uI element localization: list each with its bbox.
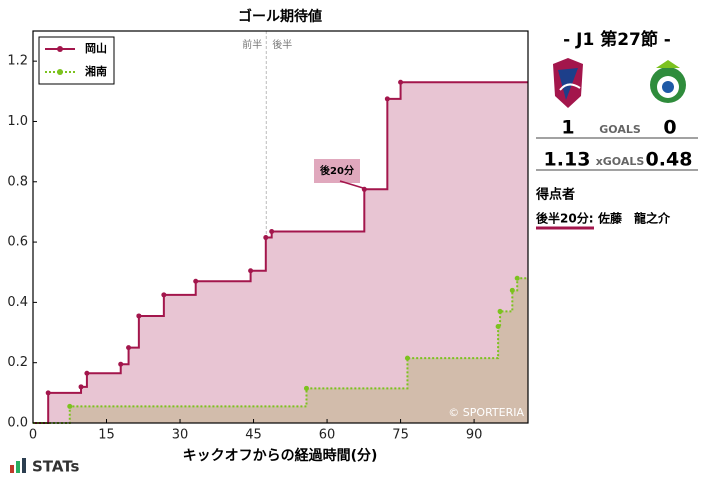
legend-label: 湘南 — [85, 64, 107, 78]
point — [404, 355, 410, 361]
x-tick-label: 75 — [392, 428, 409, 443]
point — [161, 292, 167, 298]
legend-marker — [57, 69, 63, 75]
x-axis-label: キックオフからの経過時間(分) — [183, 447, 378, 464]
annotation: 後20分 — [320, 164, 354, 177]
y-tick-label: 0.6 — [7, 235, 28, 250]
y-tick-label: 0.8 — [7, 174, 28, 189]
point — [118, 361, 124, 367]
legend-box — [38, 36, 115, 85]
point — [84, 370, 90, 376]
point — [495, 324, 501, 330]
area — [33, 278, 528, 423]
x-tick-label: 90 — [466, 428, 483, 443]
plot-frame — [32, 30, 529, 424]
half-label: 前半 — [242, 38, 262, 51]
scorer-name: 佐藤 龍之介 — [597, 211, 671, 226]
away-xg: 0.48 — [646, 149, 693, 171]
area — [33, 82, 528, 423]
xg-label: xGOALS — [596, 155, 645, 168]
y-tick-label: 0.2 — [7, 355, 28, 370]
areas — [33, 82, 528, 423]
point — [45, 390, 51, 396]
step-line — [33, 277, 528, 424]
scorer-time: 後半20分: — [536, 211, 594, 226]
scorers-title: 得点者 — [535, 187, 575, 203]
x-tick-label: 30 — [172, 428, 189, 443]
point — [136, 313, 142, 319]
side-panel: - J1 第27節 - 1 GOALS 0 1.13 xGOALS 0.48 得… — [535, 29, 698, 230]
point — [361, 186, 367, 192]
point — [248, 268, 254, 274]
point — [303, 385, 309, 391]
home-logo — [553, 58, 583, 108]
home-goals: 1 — [561, 117, 574, 139]
step-line — [33, 81, 528, 424]
point — [384, 96, 390, 102]
legend-marker — [57, 46, 63, 52]
away-goals: 0 — [663, 117, 676, 139]
lines — [33, 79, 528, 424]
x-tick-label: 0 — [29, 428, 37, 443]
point — [126, 345, 132, 351]
point — [269, 229, 275, 235]
home-xg: 1.13 — [544, 149, 591, 171]
away-logo — [650, 60, 686, 103]
half-label: 後半 — [272, 38, 292, 51]
annotation-box — [314, 159, 360, 183]
x-tick-label: 60 — [319, 428, 336, 443]
y-tick-label: 0.4 — [7, 295, 28, 310]
credit: © SPORTERIA — [448, 406, 524, 419]
point — [67, 403, 73, 409]
brand-logo: STATs — [10, 458, 80, 476]
y-tick-label: 1.2 — [7, 54, 28, 69]
point — [193, 278, 199, 284]
point — [509, 287, 515, 293]
round: - J1 第27節 - — [563, 29, 671, 50]
y-tick-label: 1.0 — [7, 114, 28, 129]
legend-label: 岡山 — [85, 41, 107, 55]
x-tick-label: 15 — [98, 428, 115, 443]
chart-title: ゴール期待値 — [238, 8, 322, 25]
point — [514, 275, 520, 281]
point — [78, 384, 84, 390]
y-tick-label: 0.0 — [7, 416, 28, 431]
point — [497, 308, 503, 314]
x-tick-label: 45 — [245, 428, 262, 443]
point — [263, 235, 269, 241]
brand: STATs — [32, 458, 80, 476]
goals-label: GOALS — [599, 123, 641, 136]
annotation-arrow — [339, 180, 364, 189]
point — [398, 79, 404, 85]
